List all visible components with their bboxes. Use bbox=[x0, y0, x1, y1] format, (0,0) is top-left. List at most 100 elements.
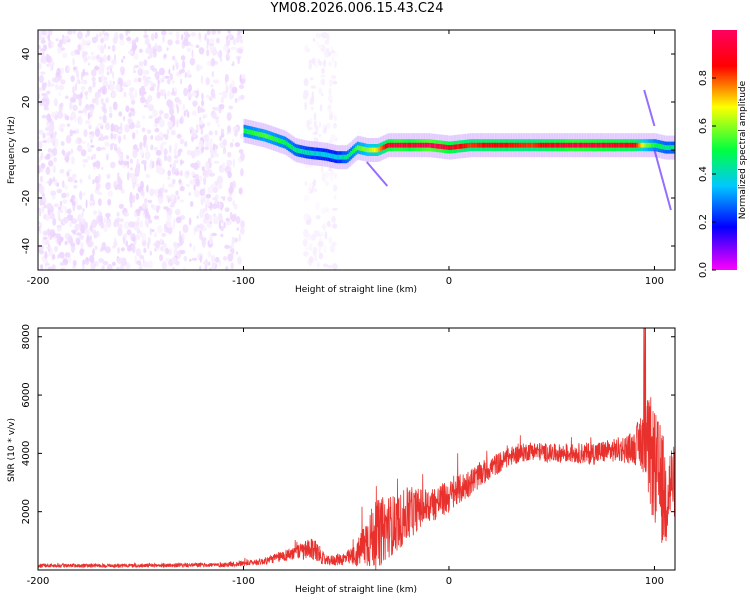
ridge-core bbox=[623, 142, 626, 148]
noise-dot bbox=[334, 172, 337, 179]
noise-dot bbox=[186, 47, 192, 52]
ridge-core bbox=[641, 142, 644, 148]
noise-dot bbox=[88, 86, 93, 90]
noise-dot bbox=[45, 53, 50, 63]
noise-dot bbox=[125, 105, 130, 113]
ridge-core bbox=[258, 131, 261, 137]
noise-dot bbox=[191, 129, 197, 138]
noise-dot bbox=[229, 142, 234, 148]
noise-dot bbox=[232, 126, 239, 133]
noise-dot bbox=[196, 215, 199, 219]
noise-dot bbox=[86, 235, 90, 243]
noise-dot bbox=[327, 265, 334, 269]
noise-dot bbox=[308, 256, 314, 264]
noise-dot bbox=[172, 223, 176, 229]
ridge-core bbox=[399, 142, 402, 148]
noise-dot bbox=[235, 216, 241, 224]
noise-dot bbox=[304, 213, 309, 219]
ridge-core bbox=[442, 144, 445, 150]
ridge-core bbox=[592, 142, 595, 148]
ridge-core bbox=[330, 153, 333, 159]
ridge-core bbox=[350, 151, 353, 156]
noise-dot bbox=[188, 217, 192, 226]
ridge-core bbox=[552, 142, 555, 148]
noise-dot bbox=[106, 66, 110, 71]
noise-dot bbox=[179, 118, 184, 124]
noise-dot bbox=[238, 187, 243, 195]
y-tick-label: 6000 bbox=[21, 382, 32, 407]
noise-dot bbox=[126, 79, 132, 87]
noise-dot bbox=[64, 35, 70, 41]
noise-dot bbox=[46, 132, 50, 136]
noise-dot bbox=[232, 200, 235, 207]
ridge-core bbox=[304, 149, 307, 155]
noise-dot bbox=[44, 262, 51, 266]
noise-dot bbox=[319, 244, 322, 250]
noise-dot bbox=[73, 184, 78, 189]
ridge-core bbox=[639, 142, 642, 148]
noise-dot bbox=[133, 224, 140, 231]
noise-dot bbox=[110, 161, 116, 169]
ridge-core bbox=[569, 142, 572, 148]
noise-dot bbox=[57, 209, 61, 219]
noise-dot bbox=[322, 263, 329, 268]
noise-dot bbox=[47, 30, 53, 36]
noise-dot bbox=[131, 194, 136, 203]
ridge-core bbox=[493, 142, 496, 148]
noise-dot bbox=[171, 266, 176, 270]
ridge-core bbox=[411, 142, 414, 148]
noise-dot bbox=[240, 227, 245, 235]
ridge-core bbox=[297, 148, 300, 154]
noise-dot bbox=[328, 93, 333, 103]
noise-dot bbox=[136, 260, 142, 266]
noise-dot bbox=[127, 50, 134, 55]
noise-dot bbox=[188, 192, 191, 196]
ridge-core bbox=[245, 128, 248, 134]
noise-dot bbox=[100, 146, 106, 151]
noise-dot bbox=[134, 89, 138, 98]
ridge-core bbox=[329, 153, 332, 158]
noise-dot bbox=[58, 206, 62, 210]
ridge-core bbox=[516, 142, 519, 148]
noise-dot bbox=[174, 159, 179, 164]
noise-dot bbox=[201, 166, 205, 172]
noise-dot bbox=[69, 129, 74, 137]
noise-dot bbox=[207, 250, 212, 258]
noise-dot bbox=[105, 122, 110, 131]
noise-dot bbox=[45, 180, 49, 184]
noise-dot bbox=[39, 31, 43, 38]
noise-dot bbox=[129, 107, 135, 112]
ridge-core bbox=[651, 142, 654, 148]
ridge-core bbox=[340, 154, 343, 160]
noise-dot bbox=[232, 138, 235, 143]
ridge-core bbox=[462, 143, 465, 149]
noise-dot bbox=[61, 52, 68, 59]
ridge-core bbox=[659, 144, 662, 149]
noise-dot bbox=[42, 132, 46, 139]
noise-dot bbox=[163, 148, 168, 156]
noise-dot bbox=[144, 162, 147, 172]
ridge-core bbox=[514, 142, 517, 148]
x-tick-label: 100 bbox=[645, 276, 664, 287]
noise-dot bbox=[234, 142, 241, 148]
noise-dot bbox=[133, 78, 138, 83]
noise-dot bbox=[164, 75, 170, 79]
ridge-core bbox=[531, 142, 534, 148]
noise-dot bbox=[134, 64, 139, 69]
noise-dot bbox=[122, 115, 126, 122]
noise-dot bbox=[154, 232, 157, 238]
noise-dot bbox=[75, 83, 77, 92]
noise-dot bbox=[159, 254, 164, 262]
noise-dot bbox=[90, 51, 94, 56]
ridge-core bbox=[495, 142, 498, 148]
noise-dot bbox=[93, 210, 97, 216]
noise-dot bbox=[83, 55, 87, 63]
noise-dot bbox=[310, 234, 316, 241]
noise-dot bbox=[204, 34, 207, 41]
noise-dot bbox=[158, 77, 163, 84]
ridge-core bbox=[633, 142, 636, 148]
noise-dot bbox=[116, 212, 120, 217]
noise-dot bbox=[331, 241, 337, 246]
ridge-core bbox=[445, 144, 448, 150]
noise-dot bbox=[195, 44, 200, 49]
